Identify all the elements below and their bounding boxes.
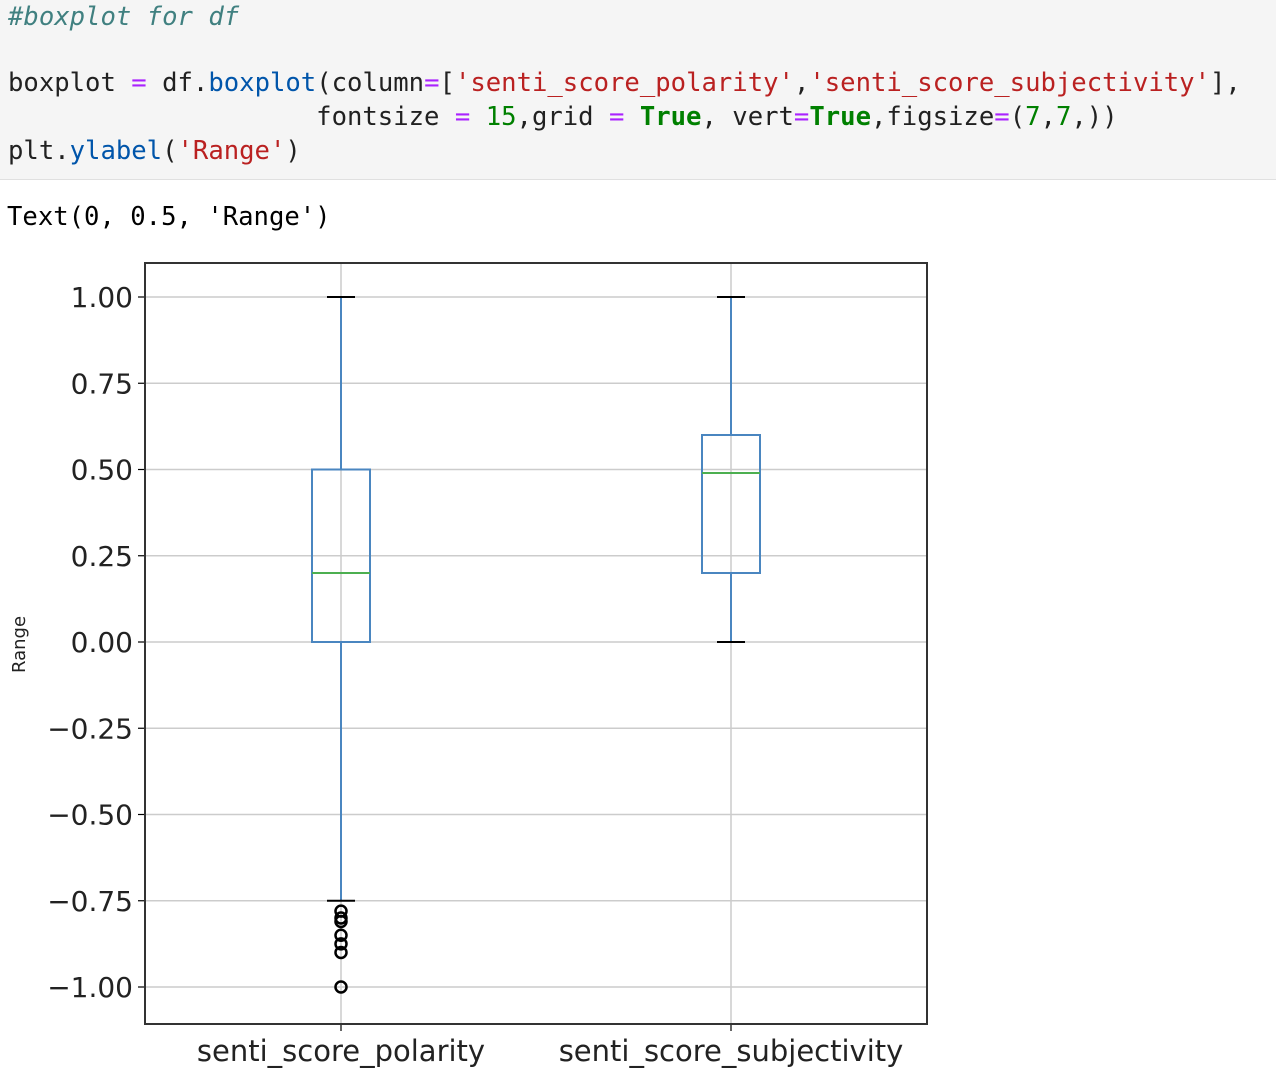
y-tick-label: 0.50 [71, 454, 133, 487]
y-tick-label: −0.25 [47, 712, 133, 745]
box-iqr [311, 468, 371, 643]
code-line: fontsize = 15,grid = True, vert=True,fig… [8, 100, 1118, 134]
code-token: = [608, 102, 625, 132]
code-token: boxplot [208, 68, 317, 98]
boxplot-chart: 1.00 0.75 0.50 0.25 0.00 −0.25 −0.50 −0.75 −1.00… [9, 262, 928, 1068]
x-tick-label: senti_score_polarity [197, 1034, 485, 1068]
code-token: ) [285, 136, 301, 166]
code-token: = [131, 68, 147, 98]
y-axis-label: Range [9, 616, 30, 673]
code-token: = [994, 102, 1010, 132]
outlier-point [334, 937, 348, 951]
code-token: df. [146, 68, 209, 98]
code-token: 'senti_score_polarity' [454, 68, 794, 98]
code-cell[interactable]: #boxplot for df boxplot = df.boxplot(colu… [0, 0, 1276, 180]
code-token [624, 102, 639, 132]
outlier-point [334, 928, 348, 942]
code-token: ( [162, 136, 178, 166]
outlier-point [334, 980, 348, 994]
code-token: #boxplot for df [8, 2, 240, 32]
code-token: fontsize [8, 102, 455, 132]
code-token: boxplot [8, 68, 132, 98]
code-token: ylabel [69, 136, 163, 166]
code-token: ( [1009, 102, 1026, 132]
x-tick-label: senti_score_subjectivity [559, 1034, 904, 1068]
code-token: ,grid [516, 102, 609, 132]
code-token: (column [316, 68, 425, 98]
cell-output-text: Text(0, 0.5, 'Range') [7, 202, 331, 232]
plot-frame [144, 262, 928, 1025]
y-tick-label: −0.75 [47, 885, 133, 918]
code-line: plt.ylabel('Range') [8, 134, 301, 168]
code-token: True [639, 102, 702, 132]
code-token: = [454, 102, 471, 132]
code-token: 7 [1055, 102, 1072, 132]
code-token: , [793, 68, 810, 98]
code-token: ,)) [1071, 102, 1118, 132]
code-token: , [1040, 102, 1056, 132]
y-tick-label: 0.25 [71, 540, 133, 573]
code-line: boxplot = df.boxplot(column=['senti_scor… [8, 66, 1241, 100]
code-token: = [793, 102, 810, 132]
code-token: 15 [485, 102, 517, 132]
code-token: True [809, 102, 871, 132]
y-tick-label: 0.00 [71, 626, 133, 659]
outlier-point [334, 945, 348, 960]
y-tick-label: −1.00 [47, 971, 133, 1004]
code-token [470, 102, 485, 132]
code-token: , vert [701, 102, 794, 132]
code-token: plt. [8, 136, 70, 166]
outlier-point [334, 914, 348, 929]
code-token: 'senti_score_subjectivity' [809, 68, 1210, 98]
y-tick-label: −0.50 [47, 799, 133, 832]
code-line: #boxplot for df [8, 0, 239, 34]
code-token: 7 [1025, 102, 1041, 132]
code-token: = [424, 68, 440, 98]
code-token: ], [1210, 68, 1241, 98]
y-tick-label: 0.75 [71, 367, 133, 400]
code-token: ,figsize [870, 102, 995, 132]
y-tick-label: 1.00 [71, 281, 133, 314]
code-token: 'Range' [177, 136, 286, 166]
code-token: [ [439, 68, 455, 98]
box-iqr [701, 434, 761, 574]
